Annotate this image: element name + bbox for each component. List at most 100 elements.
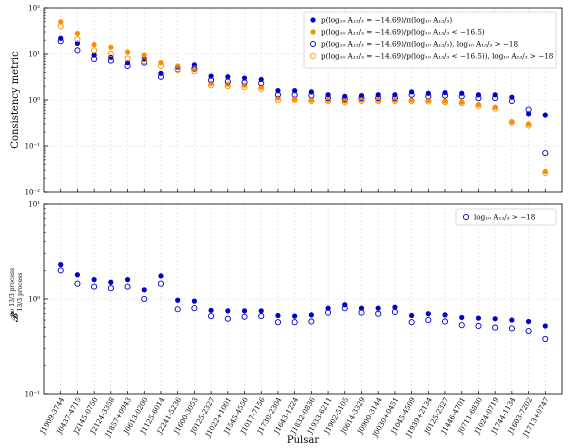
data-point-series-3 [492,95,499,102]
data-point-series-1 [275,312,281,319]
data-point-series-4 [375,97,382,105]
data-point-series-4 [475,102,482,109]
data-point-series-3 [358,95,365,102]
legend-label-series-2: p(log₁₀ A₁₃/₃ = −14.69)/p(log₁₀ A₁₃/₃ < … [321,28,485,37]
legend-label-bottom-open: log₁₀ A₁₃/₃ > −18 [474,213,536,222]
data-point-series-1 [459,90,465,96]
data-point-series-3 [525,106,532,113]
data-point-series-1 [225,308,231,314]
data-point-series-3 [107,57,114,64]
data-point-series-3 [74,47,81,54]
data-point-series-4 [358,97,365,105]
data-point-series-4 [325,97,332,105]
bottom-grid [44,203,562,395]
data-point-series-2 [408,319,415,326]
y-tick-label: 10⁻¹ [25,143,41,151]
top-y-ticks: 10⁻² 10⁻¹ 10⁰ 10¹ 10² [25,5,48,197]
data-point-series-1 [208,307,214,313]
data-point-series-3 [325,95,332,102]
y-tick-label: 10⁰ [28,97,40,105]
data-point-series-1 [74,40,81,46]
data-point-series-2 [508,325,515,332]
data-point-series-1 [91,277,97,283]
data-point-series-1 [74,272,81,278]
bottom-y-ticks: 10⁻¹ 10⁰ 10¹ [25,201,48,399]
data-point-series-3 [542,150,549,157]
data-point-series-2 [107,285,114,292]
data-point-series-4 [458,100,465,107]
bottom-x-ticks: J1909-3744J0437-4715J2145-0750J2124-3358… [38,391,551,439]
data-point-series-1 [258,308,264,314]
data-point-series-2 [191,305,198,312]
data-point-series-4 [141,58,148,65]
data-point-series-1 [542,323,548,329]
bottom-data-points [57,262,549,342]
data-point-series-1 [141,287,147,293]
data-point-series-4 [308,97,315,105]
data-point-series-2 [91,42,97,48]
data-point-series-4 [241,84,248,91]
data-point-series-1 [425,311,431,317]
data-point-series-4 [124,55,131,62]
data-point-series-2 [108,44,114,50]
top-y-axis-label: Consistency metric [10,51,21,149]
bottom-y-axis-label: 𝓑 no 13/3 process 13/3 process [9,268,24,322]
data-point-series-3 [508,97,515,105]
data-point-series-1 [191,298,197,304]
data-point-series-4 [391,97,398,105]
data-point-series-4 [542,169,549,176]
data-point-series-2 [542,168,548,175]
y-tick-label: 10⁰ [28,296,40,304]
data-point-series-1 [325,305,331,311]
data-point-series-3 [441,92,449,99]
data-point-series-1 [409,312,415,319]
data-point-series-1 [475,315,482,321]
data-point-series-2 [308,318,315,325]
data-point-series-4 [291,96,298,104]
legend-marker-series-2 [310,29,316,35]
legend-marker-bottom-open [462,213,470,221]
data-point-series-2 [542,335,549,342]
top-legend: p(log₁₀ A₁₃/₃ = −14.69)/π(log₁₀ A₁₃/₃) p… [303,11,557,69]
data-point-series-1 [442,312,448,318]
data-point-series-2 [325,309,332,316]
data-point-series-3 [91,55,98,63]
data-point-series-2 [74,280,81,287]
y-tick-label: 10² [28,5,40,13]
legend-label-series-1: p(log₁₀ A₁₃/₃ = −14.69)/π(log₁₀ A₁₃/₃) [321,16,452,25]
data-point-series-3 [157,73,165,80]
data-point-series-2 [124,49,131,55]
data-point-series-3 [375,95,382,102]
data-point-series-4 [157,62,165,69]
top-legend-box [303,11,557,69]
data-point-series-2 [208,313,215,320]
data-point-series-2 [258,313,265,320]
data-point-series-1 [292,88,298,94]
data-point-series-1 [375,305,381,311]
data-point-series-2 [492,324,499,331]
data-point-series-2 [224,315,231,322]
data-point-series-2 [58,19,64,25]
data-point-series-1 [58,262,64,268]
data-point-series-1 [509,317,515,323]
data-point-series-1 [241,308,248,314]
data-point-series-4 [492,105,499,112]
data-point-series-3 [241,79,248,86]
data-point-series-2 [525,327,532,335]
data-point-series-2 [241,313,248,320]
data-point-series-3 [124,62,131,69]
data-point-series-1 [525,318,532,325]
data-point-series-1 [492,316,498,322]
bottom-legend-box [455,208,557,226]
data-point-series-2 [124,283,131,290]
data-point-series-2 [375,310,382,317]
bayes-factor-subscript: 13/3 process [17,273,24,312]
legend-label-series-3: p(log₁₀ A₁₃/₃ = −14.69)/π(log₁₀ A₁₃/₃), … [321,40,519,49]
bottom-legend: log₁₀ A₁₃/₃ > −18 [455,208,557,226]
data-point-series-3 [408,91,415,98]
data-point-series-1 [108,279,114,285]
legend-marker-series-1 [310,17,316,23]
data-point-series-4 [441,99,449,106]
data-point-series-2 [274,319,281,326]
